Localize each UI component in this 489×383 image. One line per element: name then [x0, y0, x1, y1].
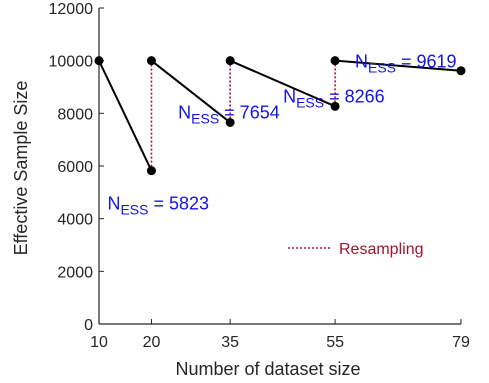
ess-annotation: NESS = 8266: [283, 86, 385, 110]
legend: Resampling: [288, 241, 423, 258]
axes: 0 2000 4000 6000 8000 10000 12000 10 20 35 55 79: [49, 1, 471, 351]
ess-point: [146, 166, 156, 176]
y-axis-label: Effective Sample Size: [11, 81, 31, 256]
ess-annotation: NESS = 7654: [178, 102, 280, 126]
y-tick-label: 12000: [49, 1, 94, 18]
y-tick-label: 6000: [57, 159, 93, 176]
ess-series: [94, 56, 466, 176]
ess-point: [330, 101, 340, 111]
y-tick-label: 10000: [49, 54, 94, 71]
ess-point: [146, 56, 156, 66]
ess-point: [94, 56, 104, 66]
ess-segment: [150, 59, 231, 124]
x-tick-label: 55: [326, 334, 344, 351]
y-tick-label: 4000: [57, 212, 93, 229]
ess-point: [225, 56, 235, 66]
ess-annotation: NESS = 9619: [355, 52, 457, 76]
x-tick-label: 10: [90, 334, 108, 351]
x-axis-label: Number of dataset size: [175, 359, 360, 379]
x-tick-label: 20: [143, 334, 161, 351]
x-tick-label: 35: [221, 334, 239, 351]
ess-segment: [335, 59, 462, 72]
ess-segment: [98, 60, 153, 172]
y-tick-label: 8000: [57, 106, 93, 123]
x-tick-label: 79: [452, 334, 470, 351]
ess-annotation: NESS = 5823: [107, 194, 209, 218]
ess-point: [225, 117, 235, 127]
y-tick-label: 0: [84, 317, 93, 334]
y-tick-label: 2000: [57, 264, 93, 281]
ess-point: [456, 66, 466, 76]
ess-point: [330, 56, 340, 66]
ess-segment: [229, 59, 336, 108]
legend-label-resampling: Resampling: [339, 241, 423, 258]
